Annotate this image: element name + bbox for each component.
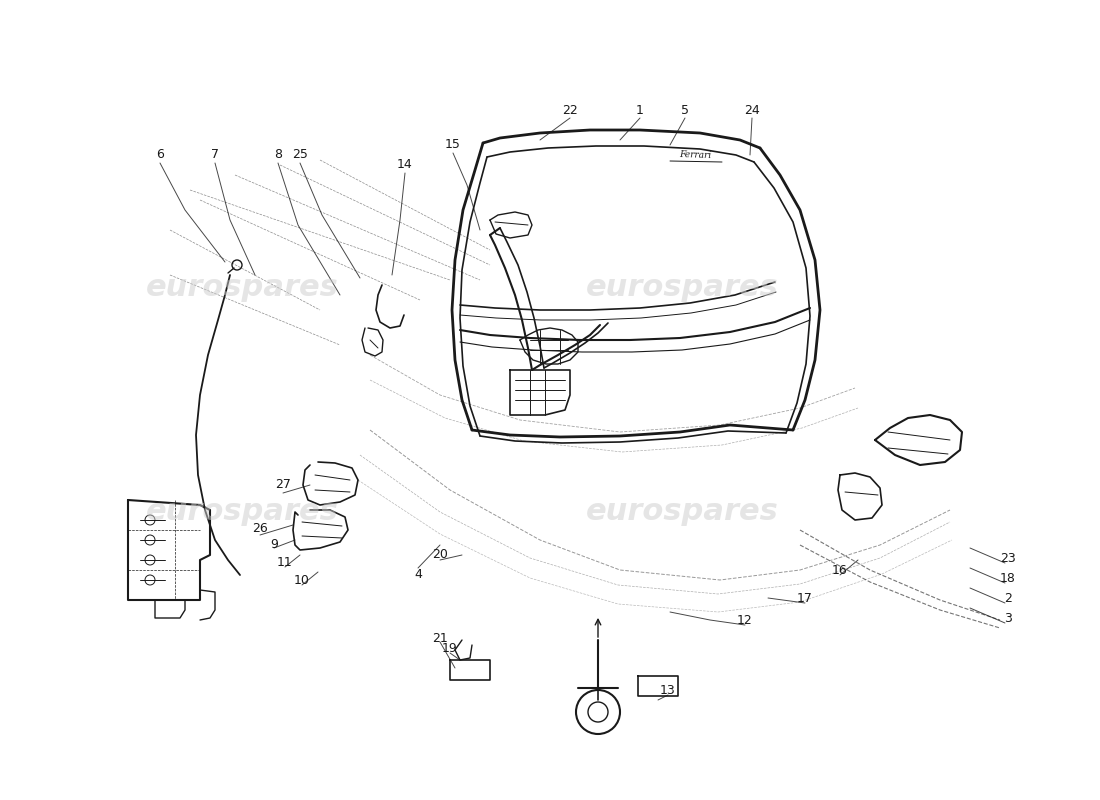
Text: 17: 17: [798, 591, 813, 605]
Text: eurospares: eurospares: [145, 498, 339, 526]
Text: eurospares: eurospares: [585, 274, 779, 302]
Text: 8: 8: [274, 149, 282, 162]
Text: 16: 16: [832, 563, 848, 577]
Text: 19: 19: [442, 642, 458, 654]
Text: 27: 27: [275, 478, 290, 491]
Text: 15: 15: [446, 138, 461, 151]
Text: 22: 22: [562, 103, 578, 117]
Text: 20: 20: [432, 549, 448, 562]
Text: 1: 1: [636, 103, 644, 117]
Text: 18: 18: [1000, 571, 1016, 585]
Text: 14: 14: [397, 158, 412, 171]
Text: 21: 21: [432, 631, 448, 645]
Text: 9: 9: [271, 538, 278, 551]
Text: 2: 2: [1004, 591, 1012, 605]
Text: 11: 11: [277, 557, 293, 570]
Text: 26: 26: [252, 522, 268, 534]
Text: 3: 3: [1004, 611, 1012, 625]
Text: 4: 4: [414, 569, 422, 582]
Text: 7: 7: [211, 149, 219, 162]
Text: 12: 12: [737, 614, 752, 626]
Text: 5: 5: [681, 103, 689, 117]
Text: 24: 24: [744, 103, 760, 117]
Text: Ferrari: Ferrari: [679, 150, 712, 160]
Text: eurospares: eurospares: [145, 274, 339, 302]
Text: 10: 10: [294, 574, 310, 586]
Text: 25: 25: [293, 149, 308, 162]
Text: 6: 6: [156, 149, 164, 162]
Text: 23: 23: [1000, 551, 1016, 565]
Text: 13: 13: [660, 683, 675, 697]
Text: eurospares: eurospares: [585, 498, 779, 526]
